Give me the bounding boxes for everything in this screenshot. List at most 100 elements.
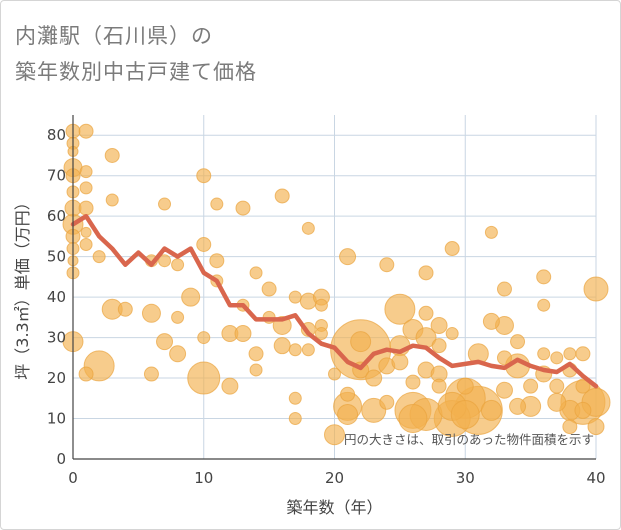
bubble-point: [480, 399, 502, 421]
bubble-point: [79, 165, 93, 179]
bubble-point: [249, 363, 263, 377]
bubble-point: [456, 377, 474, 395]
bubble-point: [171, 310, 185, 324]
x-tick-label: 30: [456, 469, 475, 487]
bubble-point: [196, 237, 212, 253]
bubble-point: [405, 374, 421, 390]
bubble-size-note: 円の大きさは、取引のあった物件面積を示す: [344, 432, 594, 447]
bubble-point: [234, 325, 252, 343]
bubble-point: [78, 200, 94, 216]
bubble-point: [562, 419, 578, 435]
bubble-point: [104, 147, 120, 163]
bubble-point: [221, 377, 239, 395]
chart-title-line-1: 内灘駅（石川県）の: [15, 24, 213, 48]
bubble-point: [337, 403, 359, 425]
bubble-point: [261, 281, 277, 297]
y-tick-label: 10: [47, 410, 66, 428]
bubble-point: [450, 399, 480, 429]
x-tick-label: 20: [325, 469, 344, 487]
y-tick-label: 80: [47, 126, 66, 144]
bubble-point: [328, 367, 341, 381]
bubble-point: [536, 269, 552, 285]
x-axis-label: 築年数（年）: [286, 498, 382, 517]
bubble-point: [181, 287, 201, 307]
y-tick-label: 0: [56, 450, 66, 468]
y-tick-label: 20: [47, 369, 66, 387]
bubble-point: [484, 225, 498, 239]
bubble-point: [141, 303, 161, 323]
bubble-point: [78, 366, 94, 382]
bubble-point: [288, 290, 302, 304]
bubble-point: [430, 316, 448, 334]
bubble-point: [156, 333, 174, 351]
bubble-point: [398, 404, 428, 434]
average-line-series: [70, 213, 599, 389]
bubble-point: [350, 331, 372, 353]
y-tick-label: 30: [47, 329, 66, 347]
bubble-point: [301, 221, 315, 235]
bubble-point: [288, 343, 302, 357]
bubble-point: [169, 345, 187, 363]
y-tick-label: 60: [47, 207, 66, 225]
bubble-point: [550, 351, 564, 365]
tick-labels: 0 10 20 30 40 0 10 20 30 40 50 60 70 80: [47, 126, 606, 487]
bubble-point: [418, 305, 434, 321]
bubble-point: [431, 378, 447, 394]
bubble-point: [235, 200, 251, 216]
chart-title-line-2: 築年数別中古戸建て価格: [15, 60, 257, 84]
bubble-point: [379, 394, 395, 410]
bubble-point: [431, 338, 447, 354]
bubble-point: [158, 254, 172, 268]
bubble-point: [445, 327, 459, 341]
bubble-point: [158, 197, 172, 211]
bubble-point: [549, 378, 565, 394]
bubble-point: [495, 381, 513, 399]
bubble-point: [210, 197, 224, 211]
bubble-point: [384, 293, 416, 325]
bubble-point: [288, 391, 302, 405]
bubble-point: [314, 327, 328, 341]
bubble-point: [197, 331, 211, 345]
bubble-point: [482, 312, 500, 330]
bubble-point: [324, 424, 345, 446]
bubble-point: [288, 412, 302, 426]
bubble-point: [314, 298, 328, 312]
bubble-point: [80, 226, 92, 238]
x-tick-label: 0: [68, 469, 78, 487]
bubble-point: [563, 347, 577, 361]
bubble-point: [574, 401, 592, 419]
bubble-point: [510, 334, 526, 350]
bubble-point: [575, 346, 591, 362]
y-tick-label: 50: [47, 248, 66, 266]
bubble-point: [209, 253, 225, 269]
axes: [72, 115, 596, 460]
bubble-series: [62, 123, 611, 446]
bubble-point: [391, 353, 409, 371]
bubble-point: [575, 378, 591, 394]
bubble-point: [340, 386, 356, 402]
bubble-point: [365, 369, 383, 387]
bubble-point: [444, 241, 460, 257]
bubble-point: [187, 361, 221, 395]
average-price-line: [70, 213, 599, 389]
bubble-point: [171, 258, 185, 272]
bubble-point: [274, 188, 290, 204]
y-tick-label: 70: [47, 167, 66, 185]
bubble-point: [196, 168, 212, 184]
bubble-point: [496, 350, 512, 366]
bubble-point: [79, 238, 93, 252]
bubble-point: [143, 366, 159, 382]
bubble-point: [496, 281, 512, 297]
bubble-point: [339, 248, 357, 266]
x-tick-label: 40: [586, 469, 605, 487]
bubble-point: [418, 265, 434, 281]
bubble-point: [248, 346, 264, 362]
bubble-point: [537, 298, 551, 312]
bubble-point: [249, 266, 263, 280]
bubble-point: [523, 378, 539, 394]
bubble-point: [509, 397, 527, 415]
y-axis-label: 坪（3.3㎡）単価（万円）: [13, 194, 32, 379]
bubble-point: [537, 347, 551, 361]
